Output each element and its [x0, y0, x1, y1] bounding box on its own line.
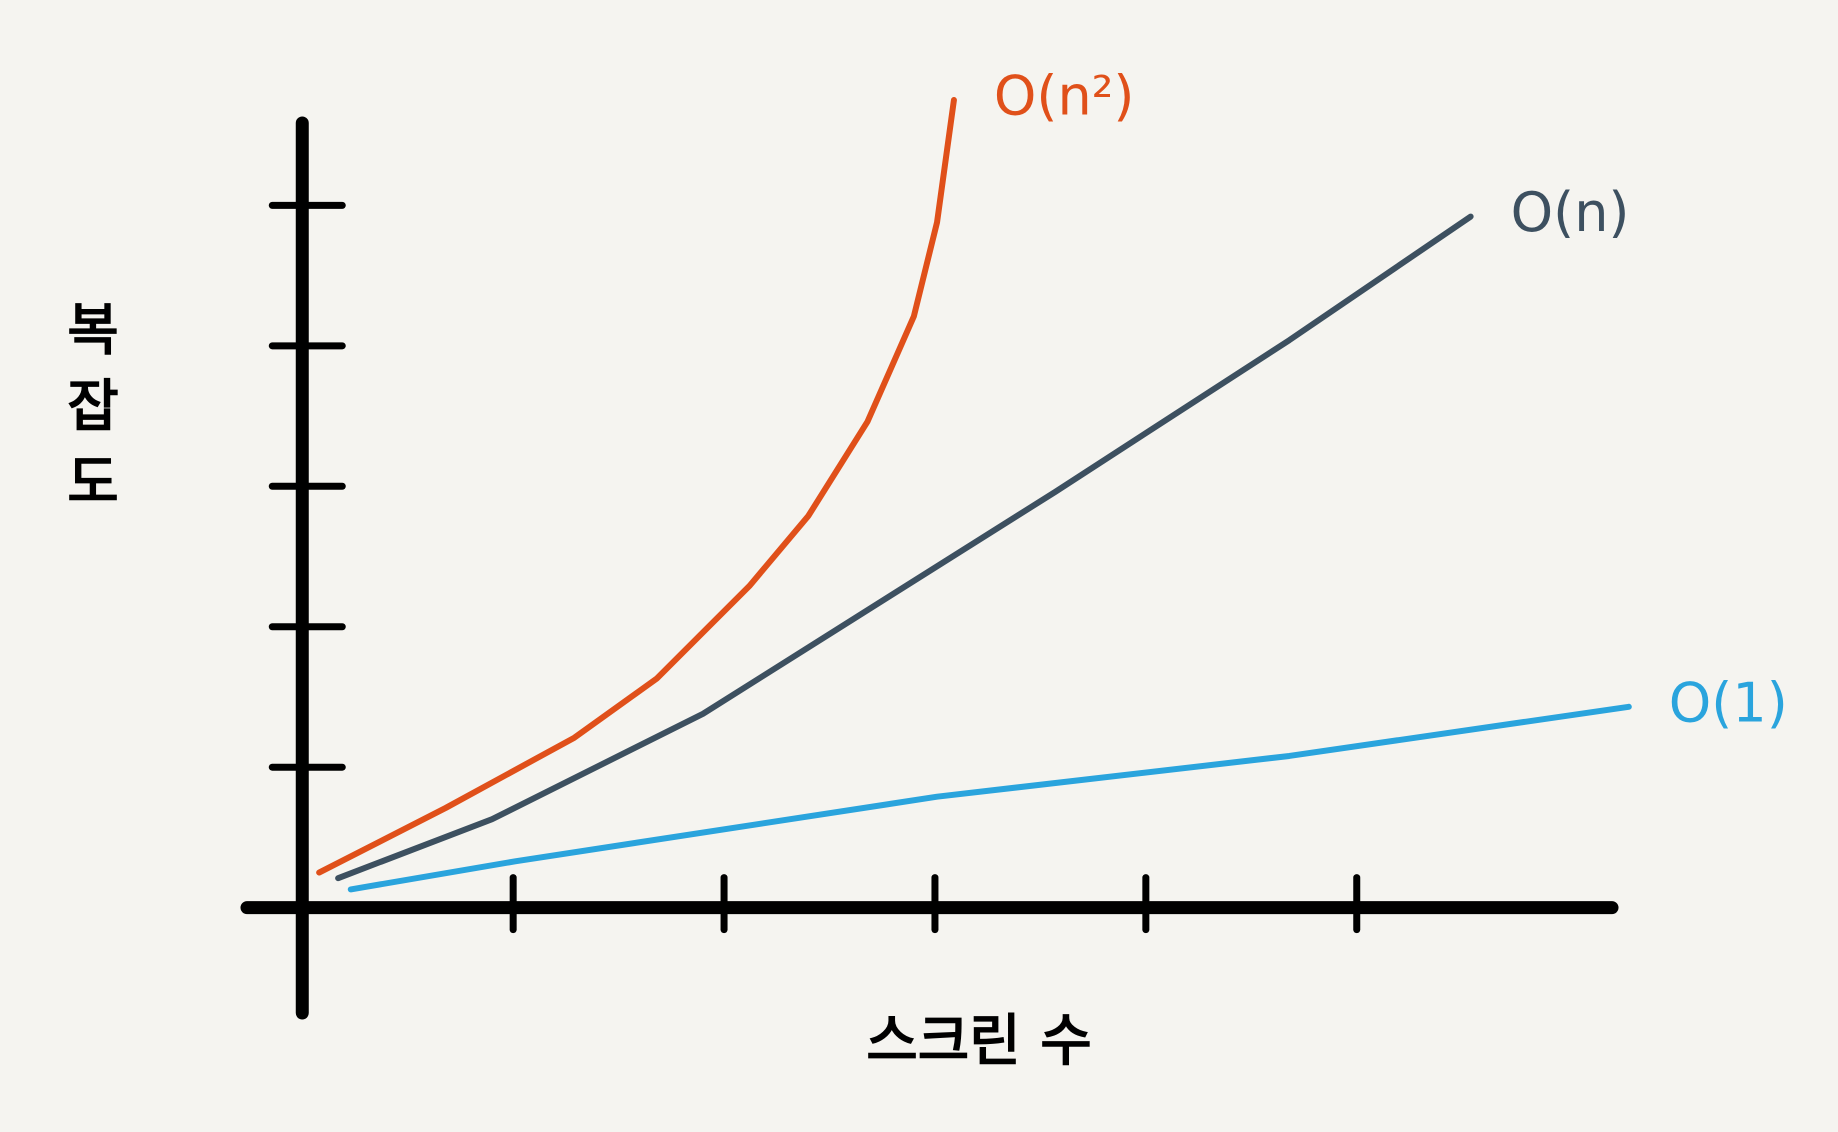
- series-line: [335, 213, 1474, 882]
- series-label: O(n²): [994, 65, 1135, 128]
- series-label: O(1): [1669, 671, 1788, 734]
- series-line: [316, 97, 957, 876]
- x-axis-title: 스크린 수: [866, 1009, 1092, 1074]
- series-label: O(n): [1511, 181, 1630, 244]
- series-line: [347, 703, 1632, 893]
- y-axis-title: 복잡도: [56, 300, 121, 528]
